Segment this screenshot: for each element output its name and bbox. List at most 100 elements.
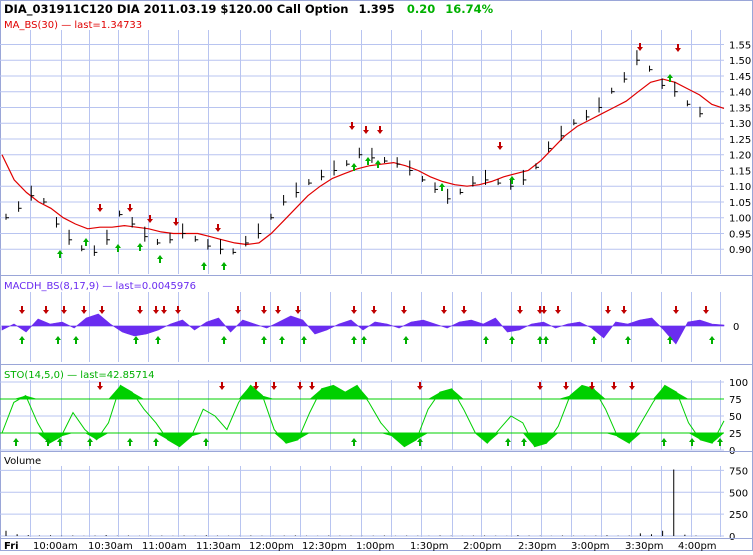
sto-sell-arrow (629, 382, 635, 390)
macd-sell-arrow (517, 306, 523, 314)
sell-arrow (363, 126, 369, 134)
sto-tick-label: 25 (729, 429, 742, 440)
sto-tick-label: 100 (729, 378, 748, 389)
volume-bars (5, 469, 697, 536)
price-change: 0.20 (407, 2, 435, 16)
buy-arrow (115, 244, 121, 252)
sto-oversold-fill (2, 433, 724, 447)
time-x-axis: Fri 10:00am 10:30am 11:00am 11:30am 12:00pm 12… (4, 541, 717, 552)
price-change-pct: 16.74% (445, 2, 493, 16)
buy-arrow (365, 157, 371, 165)
macd-sell-arrow (703, 306, 709, 314)
macd-buy-arrow (625, 336, 631, 344)
sto-buy-arrow (521, 438, 527, 446)
macd-sell-arrow (673, 306, 679, 314)
sto-sell-arrow (309, 382, 315, 390)
macd-sell-arrow (541, 306, 547, 314)
sto-sell-arrow (297, 382, 303, 390)
time-tick-label: 12:30pm (302, 541, 347, 551)
volume-tick-label: 500 (729, 488, 748, 499)
sto-buy-arrow (45, 438, 51, 446)
macd-buy-arrow (55, 336, 61, 344)
volume-tick-label: 250 (729, 510, 748, 521)
sto-buy-arrow (203, 438, 209, 446)
sell-arrow (349, 122, 355, 130)
macd-signal-arrows (19, 306, 715, 344)
volume-indicator-label: Volume (4, 456, 41, 467)
time-tick-label: Fri (4, 541, 19, 551)
macd-buy-arrow (19, 336, 25, 344)
macd-zero-tick: 0 (733, 322, 739, 333)
macd-buy-arrow (301, 336, 307, 344)
buy-arrow (375, 160, 381, 168)
macd-buy-arrow (133, 336, 139, 344)
sell-arrow (147, 215, 153, 223)
macd-buy-arrow (155, 336, 161, 344)
price-tick-label: 1.15 (729, 166, 751, 177)
price-tick-label: 1.20 (729, 151, 751, 162)
time-tick-label: 1:00pm (356, 541, 395, 551)
macd-sell-arrow (61, 306, 67, 314)
price-signal-arrows (57, 43, 681, 270)
price-tick-label: 1.00 (729, 214, 751, 225)
volume-y-axis: 750 500 250 0 (729, 466, 748, 543)
macd-buy-arrow (537, 336, 543, 344)
price-y-axis: 1.55 1.50 1.45 1.40 1.35 1.30 1.25 1.20 1.15 1.10… (729, 40, 751, 256)
price-tick-label: 1.25 (729, 135, 751, 146)
chart-title: DIA_031911C120 DIA 2011.03.19 $120.00 Ca… (4, 2, 494, 17)
sto-sell-arrow (611, 382, 617, 390)
macd-sell-arrow (235, 306, 241, 314)
macd-buy-arrow (509, 336, 515, 344)
sto-sell-arrow (563, 382, 569, 390)
macd-histogram-area (1, 313, 725, 345)
option-symbol: DIA_031911C120 DIA 2011.03.19 $120.00 Ca… (4, 2, 348, 17)
macd-buy-arrow (591, 336, 597, 344)
time-tick-label: 1:30pm (410, 541, 449, 551)
macd-sell-arrow (295, 306, 301, 314)
buy-arrow (221, 262, 227, 270)
macd-sell-arrow (461, 306, 467, 314)
macd-sell-arrow (555, 306, 561, 314)
sto-buy-arrow (717, 438, 723, 446)
ma-polyline (1, 78, 725, 246)
buy-arrow (201, 262, 207, 270)
time-tick-label: 12:00pm (249, 541, 294, 551)
sto-buy-arrow (153, 438, 159, 446)
sto-indicator-label: STO(14,5,0) — last=42.85714 (4, 370, 154, 381)
macd-sell-arrow (605, 306, 611, 314)
sto-buy-arrow (57, 438, 63, 446)
sto-sell-arrow (219, 382, 225, 390)
macd-sell-arrow (19, 306, 25, 314)
time-tick-label: 4:00pm (678, 541, 717, 551)
macd-buy-arrow (483, 336, 489, 344)
sell-arrow (127, 204, 133, 212)
time-tick-label: 11:00am (142, 541, 187, 551)
macd-buy-arrow (543, 336, 549, 344)
sto-buy-arrow (127, 438, 133, 446)
macd-sell-arrow (401, 306, 407, 314)
price-bars (5, 50, 703, 256)
macd-sell-arrow (99, 306, 105, 314)
macd-sell-arrow (371, 306, 377, 314)
macd-sell-arrow (351, 306, 357, 314)
macd-histogram (1, 313, 725, 345)
sell-arrow (637, 43, 643, 51)
sell-arrow (497, 142, 503, 150)
buy-arrow (351, 163, 357, 171)
macd-buy-arrow (361, 336, 367, 344)
buy-arrow (509, 176, 515, 184)
sto-polyline (1, 384, 725, 448)
sell-arrow (97, 204, 103, 212)
time-tick-label: 10:30am (88, 541, 133, 551)
macd-buy-arrow (279, 336, 285, 344)
macd-sell-arrow (175, 306, 181, 314)
price-tick-label: 1.45 (729, 72, 751, 83)
macd-sell-arrow (43, 306, 49, 314)
sto-sell-arrow (253, 382, 259, 390)
price-tick-label: 0.90 (729, 245, 751, 256)
time-tick-label: 10:00am (33, 541, 78, 551)
macd-sell-arrow (153, 306, 159, 314)
sto-tick-label: 50 (729, 412, 742, 423)
sto-buy-arrow (351, 438, 357, 446)
price-tick-label: 0.95 (729, 229, 751, 240)
